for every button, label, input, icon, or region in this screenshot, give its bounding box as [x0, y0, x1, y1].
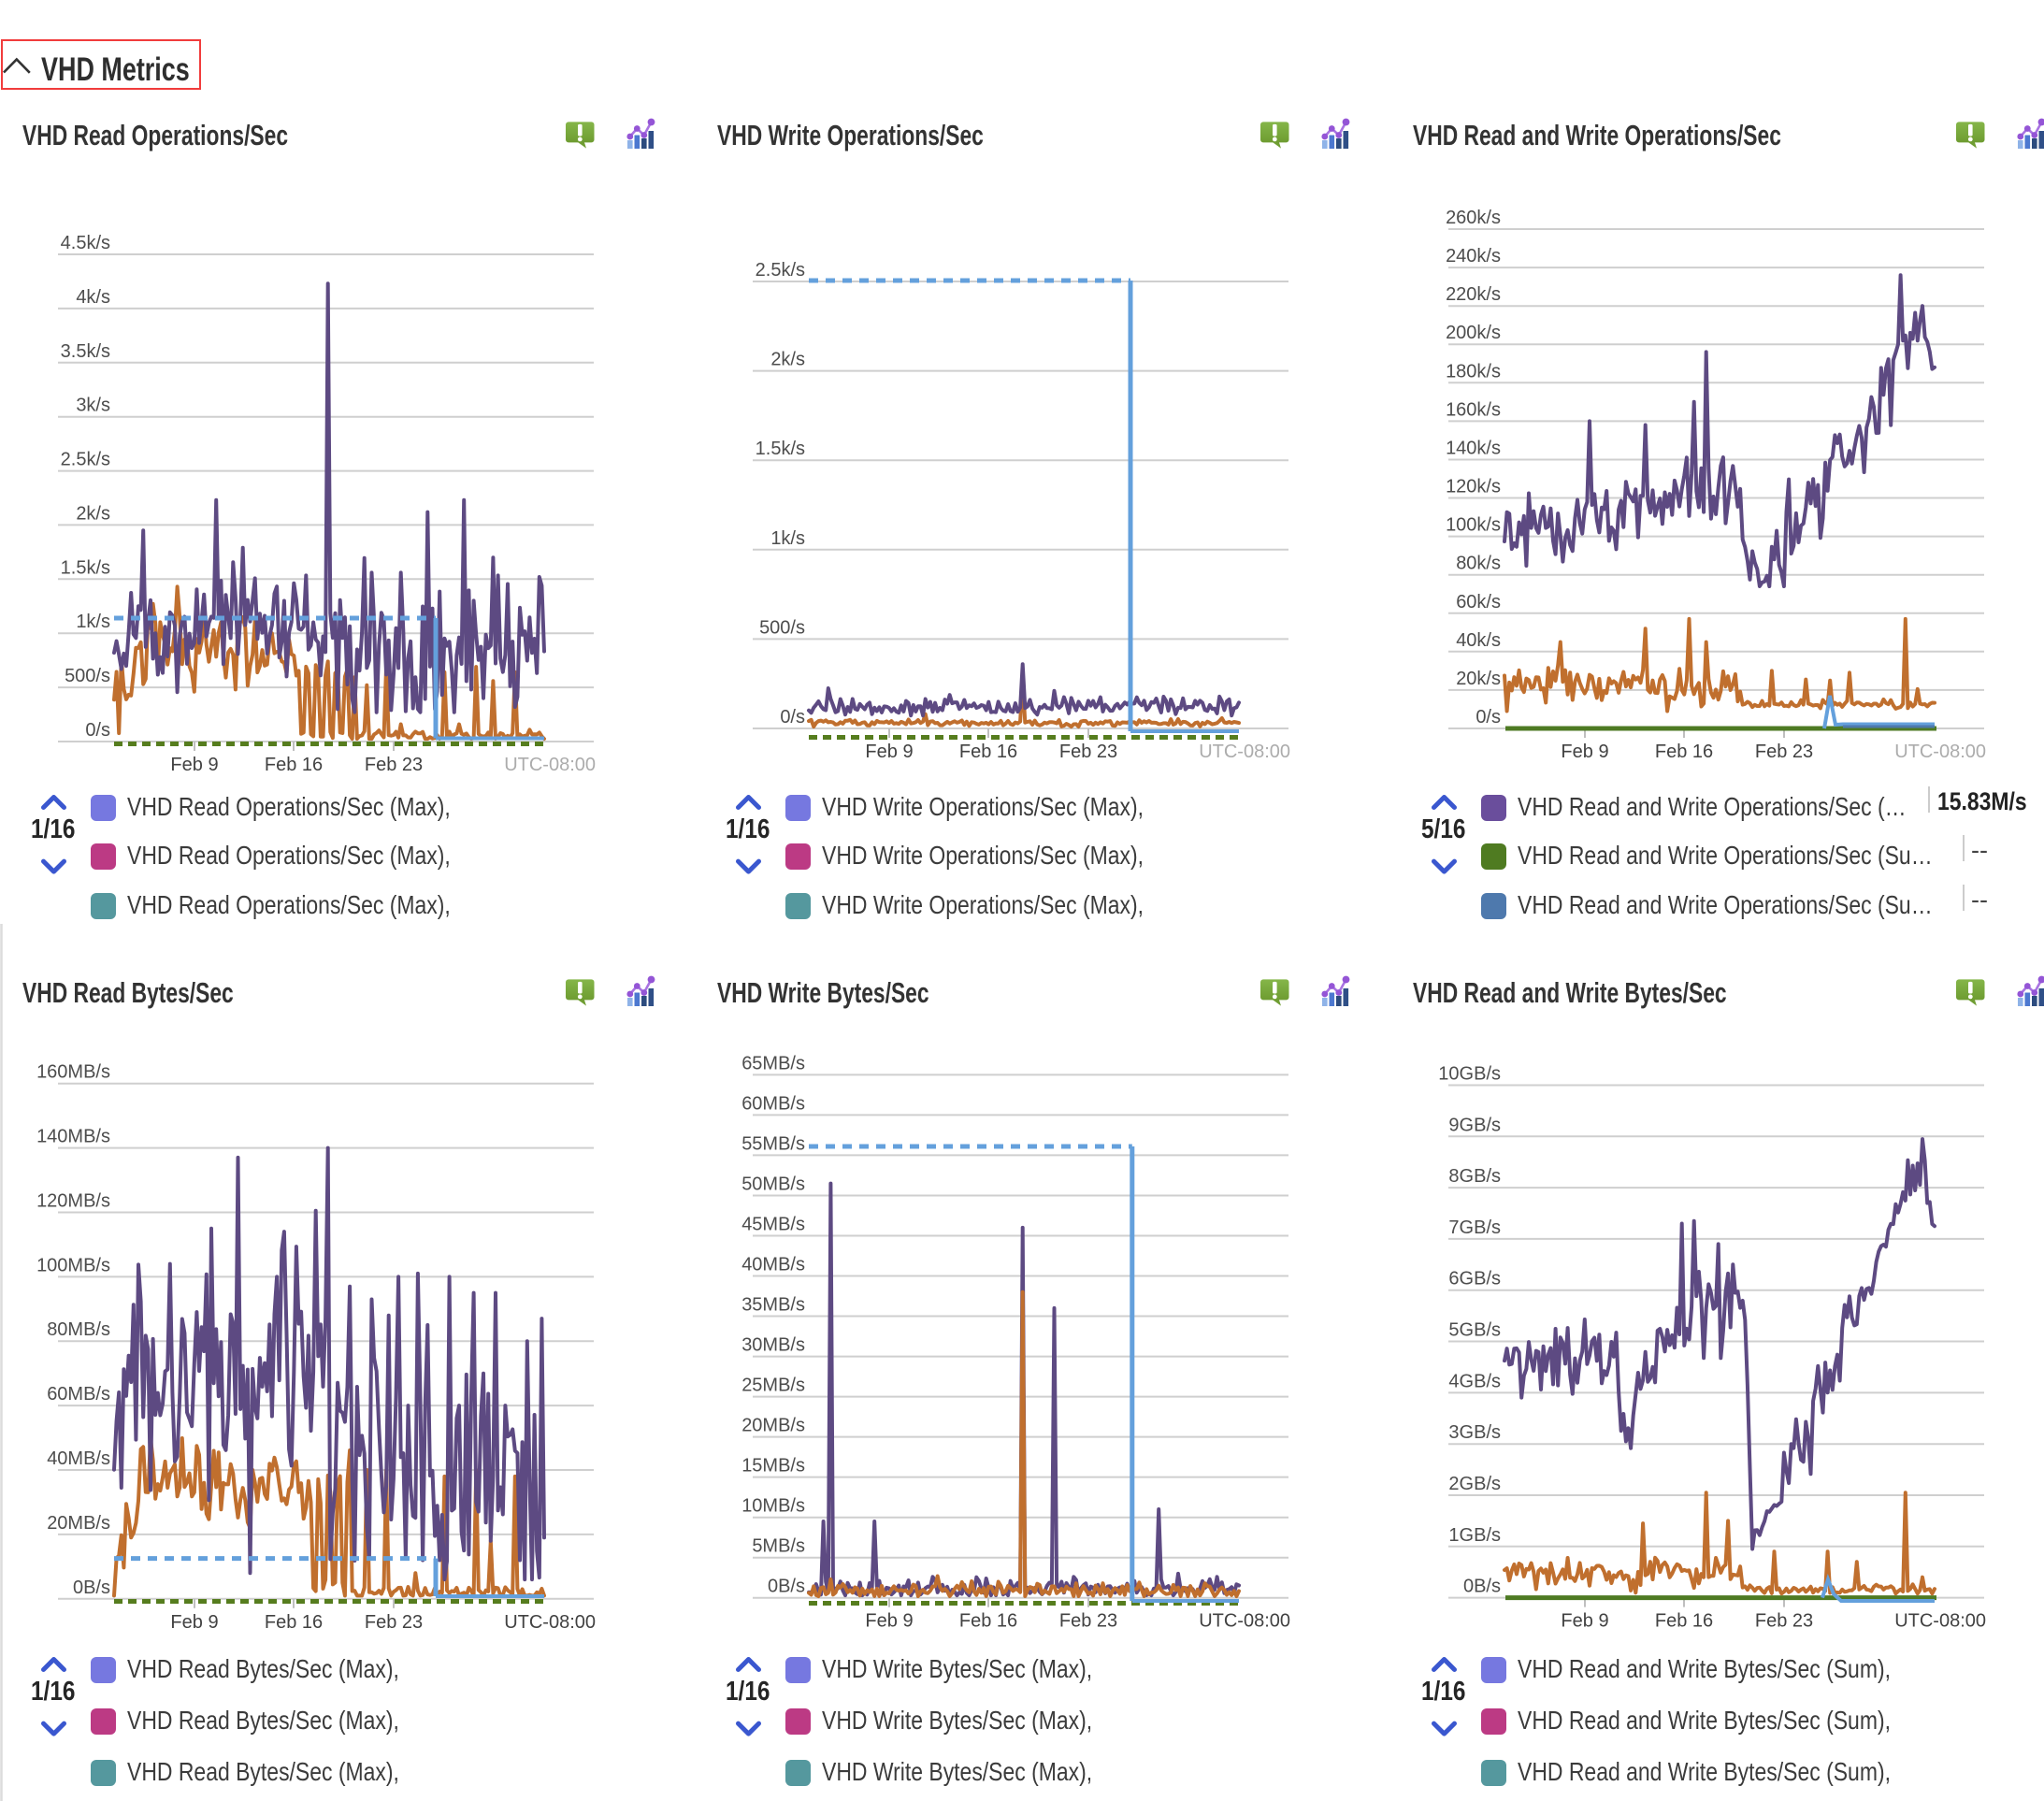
svg-text:20MB/s: 20MB/s [47, 1513, 110, 1534]
svg-text:2k/s: 2k/s [770, 350, 805, 370]
svg-text:220k/s: 220k/s [1446, 284, 1501, 305]
svg-text:55MB/s: 55MB/s [741, 1133, 805, 1154]
svg-text:65MB/s: 65MB/s [741, 1053, 805, 1073]
svg-text:0/s: 0/s [780, 707, 805, 728]
svg-text:15MB/s: 15MB/s [741, 1456, 805, 1477]
svg-text:UTC-08:00: UTC-08:00 [1894, 742, 1986, 762]
svg-text:7GB/s: 7GB/s [1448, 1217, 1501, 1238]
svg-text:25MB/s: 25MB/s [741, 1376, 805, 1396]
svg-text:Feb 9: Feb 9 [865, 1611, 913, 1632]
svg-text:Feb 16: Feb 16 [1655, 742, 1713, 762]
svg-text:Feb 9: Feb 9 [1561, 742, 1608, 762]
svg-text:Feb 23: Feb 23 [365, 1612, 423, 1633]
svg-text:4GB/s: 4GB/s [1448, 1371, 1501, 1391]
svg-text:Feb 23: Feb 23 [1059, 1611, 1117, 1632]
svg-text:Feb 23: Feb 23 [1755, 1611, 1813, 1632]
svg-text:Feb 23: Feb 23 [1059, 742, 1117, 762]
svg-text:Feb 16: Feb 16 [959, 1611, 1017, 1632]
svg-text:Feb 9: Feb 9 [170, 1612, 218, 1633]
svg-text:0/s: 0/s [85, 720, 110, 741]
svg-text:20MB/s: 20MB/s [741, 1416, 805, 1436]
svg-text:100k/s: 100k/s [1446, 515, 1501, 536]
svg-text:35MB/s: 35MB/s [741, 1295, 805, 1316]
svg-text:60MB/s: 60MB/s [741, 1093, 805, 1114]
svg-text:8GB/s: 8GB/s [1448, 1166, 1501, 1187]
svg-text:10MB/s: 10MB/s [741, 1496, 805, 1517]
svg-text:260k/s: 260k/s [1446, 208, 1501, 228]
svg-text:200k/s: 200k/s [1446, 323, 1501, 343]
svg-text:80k/s: 80k/s [1456, 554, 1501, 574]
svg-text:5GB/s: 5GB/s [1448, 1320, 1501, 1341]
svg-text:2GB/s: 2GB/s [1448, 1474, 1501, 1494]
svg-text:1.5k/s: 1.5k/s [756, 439, 805, 459]
svg-text:20k/s: 20k/s [1456, 669, 1501, 689]
svg-text:180k/s: 180k/s [1446, 361, 1501, 382]
svg-text:140k/s: 140k/s [1446, 439, 1501, 459]
svg-text:120MB/s: 120MB/s [36, 1191, 110, 1212]
svg-text:30MB/s: 30MB/s [741, 1335, 805, 1356]
svg-text:5MB/s: 5MB/s [752, 1536, 805, 1557]
svg-text:UTC-08:00: UTC-08:00 [1199, 1611, 1290, 1632]
svg-text:Feb 9: Feb 9 [1561, 1611, 1608, 1632]
svg-text:60MB/s: 60MB/s [47, 1384, 110, 1405]
svg-text:40k/s: 40k/s [1456, 630, 1501, 651]
svg-text:Feb 16: Feb 16 [959, 742, 1017, 762]
svg-text:1k/s: 1k/s [76, 612, 110, 632]
svg-text:Feb 16: Feb 16 [265, 755, 323, 775]
svg-text:Feb 9: Feb 9 [865, 742, 913, 762]
svg-text:9GB/s: 9GB/s [1448, 1115, 1501, 1135]
svg-text:6GB/s: 6GB/s [1448, 1269, 1501, 1290]
svg-text:10GB/s: 10GB/s [1438, 1064, 1501, 1085]
svg-text:80MB/s: 80MB/s [47, 1319, 110, 1340]
svg-text:45MB/s: 45MB/s [741, 1215, 805, 1235]
svg-text:40MB/s: 40MB/s [47, 1448, 110, 1469]
svg-text:0B/s: 0B/s [73, 1578, 110, 1598]
svg-text:Feb 9: Feb 9 [170, 755, 218, 775]
svg-text:500/s: 500/s [759, 617, 805, 638]
svg-text:3.5k/s: 3.5k/s [61, 341, 110, 362]
svg-text:UTC-08:00: UTC-08:00 [1894, 1611, 1986, 1632]
svg-text:Feb 23: Feb 23 [1755, 742, 1813, 762]
svg-text:0B/s: 0B/s [768, 1577, 805, 1597]
svg-text:160k/s: 160k/s [1446, 399, 1501, 420]
svg-text:1GB/s: 1GB/s [1448, 1525, 1501, 1546]
svg-text:60k/s: 60k/s [1456, 592, 1501, 612]
svg-text:3k/s: 3k/s [76, 396, 110, 416]
svg-text:4k/s: 4k/s [76, 287, 110, 308]
svg-text:4.5k/s: 4.5k/s [61, 233, 110, 253]
svg-text:120k/s: 120k/s [1446, 477, 1501, 497]
svg-text:240k/s: 240k/s [1446, 246, 1501, 267]
svg-text:UTC-08:00: UTC-08:00 [1199, 742, 1290, 762]
svg-text:140MB/s: 140MB/s [36, 1127, 110, 1147]
svg-text:40MB/s: 40MB/s [741, 1255, 805, 1275]
svg-text:1k/s: 1k/s [770, 528, 805, 549]
svg-text:Feb 16: Feb 16 [265, 1612, 323, 1633]
svg-text:Feb 23: Feb 23 [365, 755, 423, 775]
svg-text:0B/s: 0B/s [1463, 1577, 1501, 1597]
svg-text:Feb 16: Feb 16 [1655, 1611, 1713, 1632]
svg-text:0/s: 0/s [1475, 707, 1501, 728]
svg-text:100MB/s: 100MB/s [36, 1255, 110, 1275]
svg-text:2k/s: 2k/s [76, 503, 110, 524]
svg-text:500/s: 500/s [65, 666, 110, 686]
svg-text:UTC-08:00: UTC-08:00 [504, 1612, 596, 1633]
svg-text:UTC-08:00: UTC-08:00 [504, 755, 596, 775]
svg-text:3GB/s: 3GB/s [1448, 1422, 1501, 1443]
svg-text:2.5k/s: 2.5k/s [61, 450, 110, 470]
svg-text:160MB/s: 160MB/s [36, 1062, 110, 1083]
svg-text:50MB/s: 50MB/s [741, 1174, 805, 1195]
svg-text:2.5k/s: 2.5k/s [756, 260, 805, 281]
svg-text:1.5k/s: 1.5k/s [61, 557, 110, 578]
